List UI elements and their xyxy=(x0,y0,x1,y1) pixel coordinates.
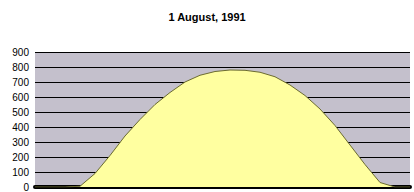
svg-text:700: 700 xyxy=(12,77,29,88)
svg-text:300: 300 xyxy=(12,137,29,148)
svg-text:400: 400 xyxy=(12,122,29,133)
svg-text:600: 600 xyxy=(12,92,29,103)
svg-text:800: 800 xyxy=(12,62,29,73)
svg-text:100: 100 xyxy=(12,167,29,178)
svg-text:0: 0 xyxy=(23,182,29,192)
svg-text:1 August, 1991: 1 August, 1991 xyxy=(168,11,245,23)
svg-text:500: 500 xyxy=(12,107,29,118)
svg-text:900: 900 xyxy=(12,47,29,58)
svg-text:200: 200 xyxy=(12,152,29,163)
